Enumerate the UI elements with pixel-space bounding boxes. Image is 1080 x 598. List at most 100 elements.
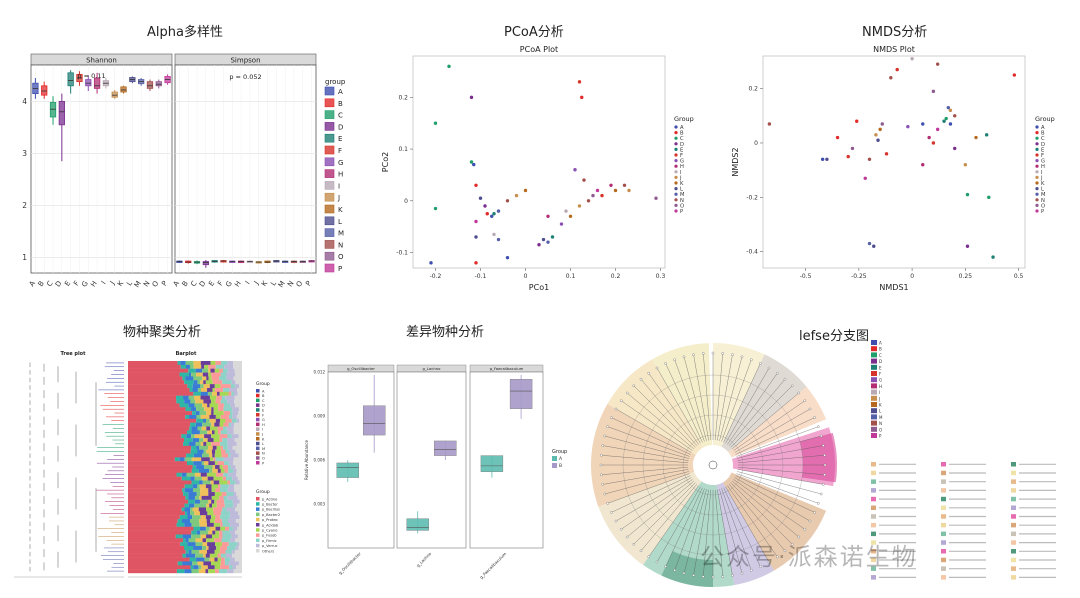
bar-segment (207, 391, 213, 396)
bar-segment (202, 376, 207, 381)
bar-segment (228, 465, 231, 470)
bar-segment (227, 430, 234, 435)
bar-segment (128, 468, 192, 473)
clade-branch (627, 480, 694, 538)
bar-segment (233, 569, 242, 574)
clade-node (823, 463, 827, 467)
bar-segment (220, 484, 229, 489)
legend-swatch (1011, 540, 1016, 545)
legend-swatch (1011, 531, 1016, 537)
legend-swatch (256, 502, 260, 506)
clade-branch (727, 373, 778, 445)
bar-segment (177, 519, 182, 524)
legend-swatch (324, 192, 335, 202)
clade-node (655, 560, 659, 564)
bar-segment (191, 434, 195, 439)
bar-segment (128, 492, 184, 497)
clade-branch (648, 485, 699, 557)
bar-segment (235, 546, 239, 551)
bar-segment (128, 565, 191, 570)
legend-marker (1035, 209, 1039, 213)
clade-branch (734, 477, 811, 522)
data-point (469, 95, 474, 100)
bar-segment (194, 395, 201, 400)
bar-segment (207, 542, 216, 547)
bar-segment (192, 561, 198, 566)
legend-label: E (680, 147, 683, 153)
bar-segment (223, 445, 228, 450)
bar-segment (201, 461, 205, 466)
bar-segment (220, 526, 226, 531)
bar-segment (239, 499, 242, 504)
bar-segment (232, 445, 242, 450)
bar-segment (214, 519, 222, 524)
bar-segment (220, 399, 228, 404)
legend-label: C (879, 353, 882, 358)
clade-branch (640, 379, 698, 446)
bar-segment (193, 461, 202, 466)
plot-panel (762, 55, 1026, 269)
clade-node (610, 416, 613, 419)
bar-segment (191, 372, 197, 377)
bar-segment (195, 368, 203, 373)
bar-segment (227, 445, 233, 450)
bar-segment (196, 492, 201, 497)
legend-label: A (559, 456, 563, 462)
bar-segment (198, 438, 204, 443)
data-point (573, 168, 577, 172)
bar-segment (211, 495, 220, 500)
legend-label: N (262, 452, 265, 456)
bar-segment (128, 542, 181, 547)
legend-swatch (871, 433, 877, 438)
bar-segment (228, 542, 238, 547)
legend-swatch (941, 496, 946, 502)
clade-branch (735, 475, 815, 513)
clade-branch (715, 353, 723, 441)
legend-label: K (338, 206, 343, 214)
bar-segment (215, 488, 220, 493)
bar-segment (209, 418, 216, 423)
legend-title: Group (1035, 115, 1055, 123)
bar-segment (225, 526, 230, 531)
bar-segment (220, 414, 229, 420)
box (120, 86, 127, 93)
bar-segment (200, 395, 210, 400)
legend-swatch (552, 463, 557, 468)
bar-segment (234, 422, 242, 427)
legend-marker (674, 175, 678, 179)
legend-swatch (552, 456, 557, 461)
legend-label: L (338, 218, 342, 226)
bar-segment (223, 422, 229, 427)
tick-label: g_Lachno (415, 551, 432, 568)
bar-segment (234, 557, 242, 562)
tick-label: 0.006 (314, 458, 326, 463)
clade-branch (723, 487, 761, 567)
legend-label: F (1041, 153, 1044, 159)
bar-segment (227, 488, 235, 493)
legend-marker (1035, 181, 1039, 185)
legend-swatch (256, 528, 260, 532)
legend-marker (674, 136, 678, 140)
clade-ring (642, 394, 784, 536)
bar-segment (228, 453, 231, 458)
bar-segment (214, 492, 222, 497)
bar-segment (187, 384, 193, 389)
bar-segment (239, 480, 242, 485)
legend-swatch (256, 408, 260, 412)
legend-swatch (871, 531, 876, 537)
bar-segment (128, 384, 188, 389)
data-point (613, 188, 618, 193)
bar-segment (231, 391, 234, 396)
clade-branch (648, 373, 699, 445)
data-point (984, 133, 989, 137)
clade-branch (736, 426, 819, 457)
bar-segment (214, 549, 220, 554)
data-point (974, 135, 978, 140)
legend-label: C (1041, 136, 1045, 142)
bar-segment (211, 484, 219, 489)
legend-label: J (878, 396, 880, 401)
bar-segment (128, 488, 183, 493)
bar-segment (188, 549, 192, 554)
bar-segment (185, 495, 189, 500)
legend-label: N (338, 241, 343, 249)
